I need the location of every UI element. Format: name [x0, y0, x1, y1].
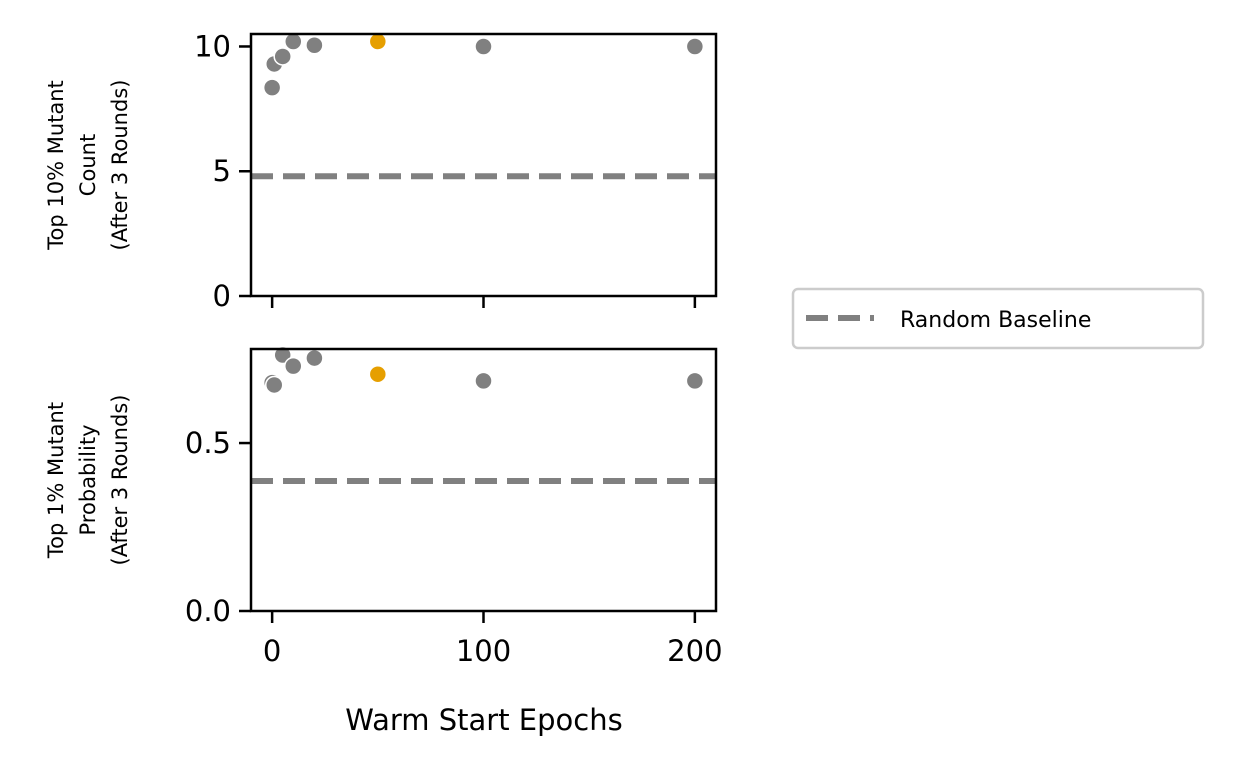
top-axes-frame — [249, 32, 718, 298]
data-point — [284, 32, 303, 51]
bottom-y-axis-label-line3: (After 3 Rounds) — [108, 395, 132, 566]
highlighted-data-point — [368, 32, 388, 51]
bottom-y-ticks: 0.0 0.5 — [185, 426, 251, 628]
y-tick-label: 0 — [213, 279, 231, 313]
y-tick-label: 10 — [194, 29, 231, 63]
x-tick-label: 100 — [456, 634, 511, 668]
y-tick-label: 5 — [213, 154, 231, 188]
top-y-axis-label: Top 10% Mutant — [44, 80, 68, 251]
data-point — [474, 37, 493, 56]
data-point — [685, 371, 705, 391]
bottom-x-ticks: 0 100 200 — [263, 611, 723, 668]
highlighted-data-point — [368, 364, 388, 384]
top-scatter-points — [262, 32, 705, 97]
bottom-panel: 0.0 0.5 0 100 200 Top 1% Mutant Probability… — [44, 345, 723, 737]
bottom-y-axis-label: Top 1% Mutant — [44, 402, 68, 559]
y-tick-label: 0.5 — [185, 426, 231, 460]
data-point — [305, 348, 324, 368]
data-point — [474, 371, 493, 391]
bottom-scatter-points — [262, 345, 705, 395]
x-axis-label: Warm Start Epochs — [345, 703, 622, 737]
legend-frame — [791, 287, 1205, 350]
legend: Random Baseline — [791, 287, 1205, 350]
top-x-ticks — [270, 296, 697, 308]
data-point — [305, 35, 324, 55]
data-point — [265, 375, 284, 395]
legend-label: Random Baseline — [900, 308, 1091, 333]
bottom-y-axis-label-line2: Probability — [76, 424, 100, 535]
top-y-axis-label-line3: (After 3 Rounds) — [108, 80, 132, 251]
x-tick-label: 200 — [667, 634, 722, 668]
top-y-axis-label-line2: Count — [76, 134, 100, 196]
top-panel: 0 5 10 Top 10% Mutant Count (After 3 Round… — [44, 29, 718, 313]
data-point — [685, 37, 705, 56]
x-tick-label: 0 — [263, 634, 281, 668]
data-point — [273, 47, 292, 66]
data-point — [262, 78, 282, 97]
top-y-ticks: 0 5 10 — [194, 29, 251, 313]
data-point — [273, 345, 292, 365]
data-point — [284, 356, 303, 376]
y-tick-label: 0.0 — [185, 594, 231, 628]
